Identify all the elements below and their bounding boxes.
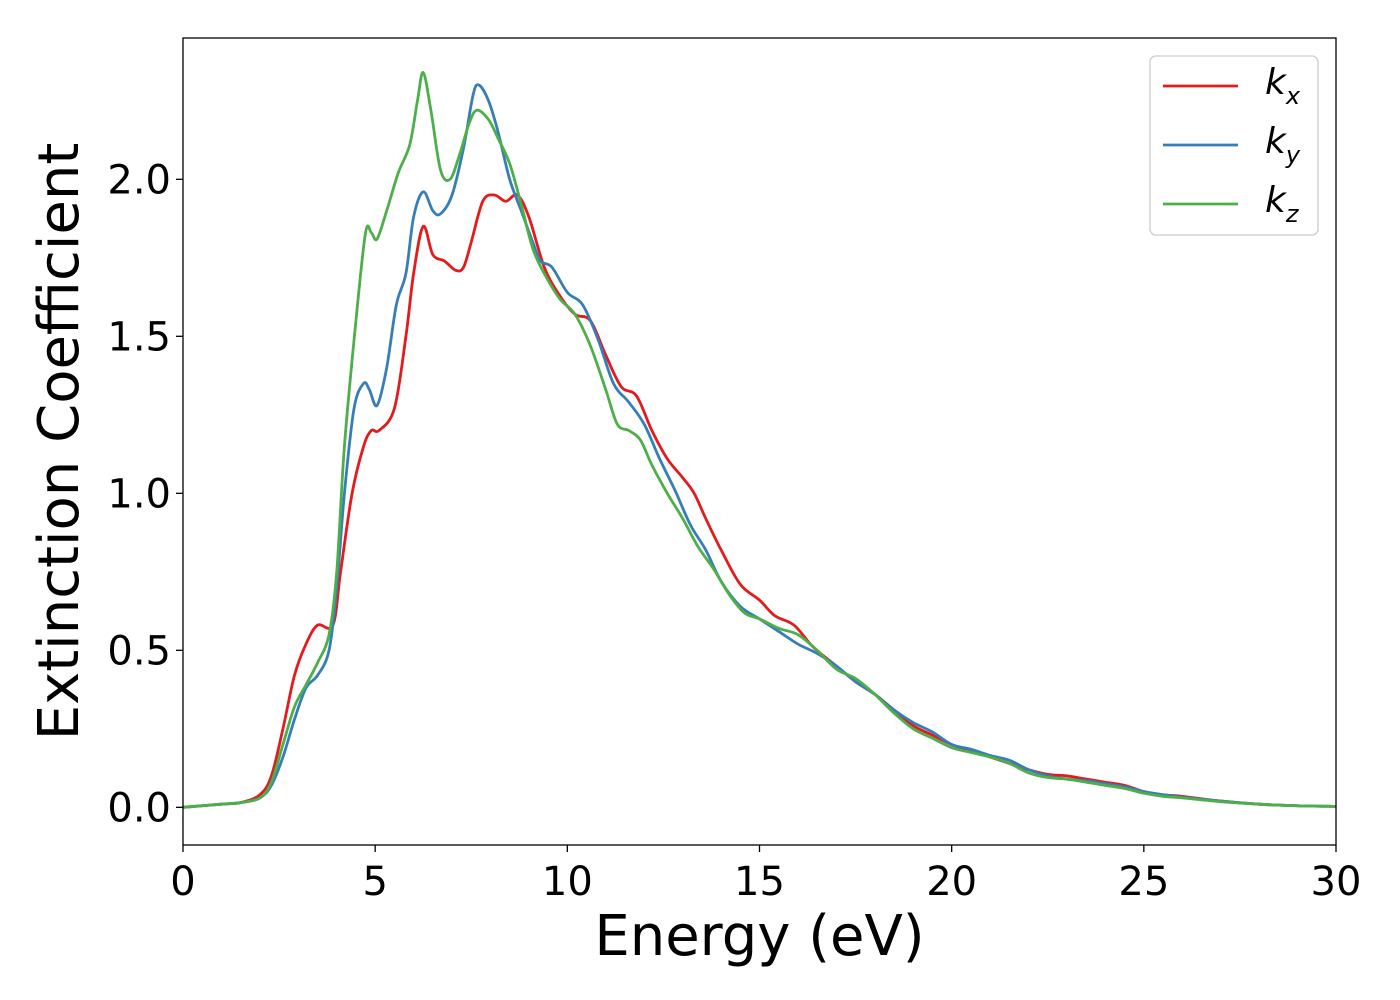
x-tick-label: 15 [734, 859, 785, 905]
series-line-kx [182, 193, 1337, 809]
series-line-ky [182, 83, 1337, 809]
x-tick-label: 0 [170, 859, 195, 905]
legend: kx ky kz [1149, 55, 1319, 236]
x-tick-label: 20 [926, 859, 977, 905]
x-axis-title: Energy (eV) [594, 904, 924, 969]
x-axis: 0 5 10 15 20 25 30 [170, 845, 1361, 905]
y-tick-label: 0.0 [107, 785, 171, 831]
legend-entry-ky: ky [1265, 121, 1301, 169]
y-axis: 0.0 0.5 1.0 1.5 2.0 [107, 157, 183, 831]
y-tick-label: 0.5 [107, 628, 171, 674]
y-tick-label: 2.0 [107, 157, 171, 203]
x-tick-label: 10 [542, 859, 593, 905]
series-line-kz [182, 71, 1337, 809]
x-tick-label: 5 [362, 859, 387, 905]
series-layer [182, 71, 1337, 809]
y-tick-label: 1.0 [107, 471, 171, 517]
y-tick-label: 1.5 [107, 314, 171, 360]
x-tick-label: 30 [1311, 859, 1362, 905]
legend-entry-kz: kz [1265, 180, 1300, 228]
legend-entry-kx: kx [1265, 62, 1301, 110]
x-tick-label: 25 [1118, 859, 1169, 905]
y-axis-title: Extinction Coefficient [27, 143, 92, 741]
